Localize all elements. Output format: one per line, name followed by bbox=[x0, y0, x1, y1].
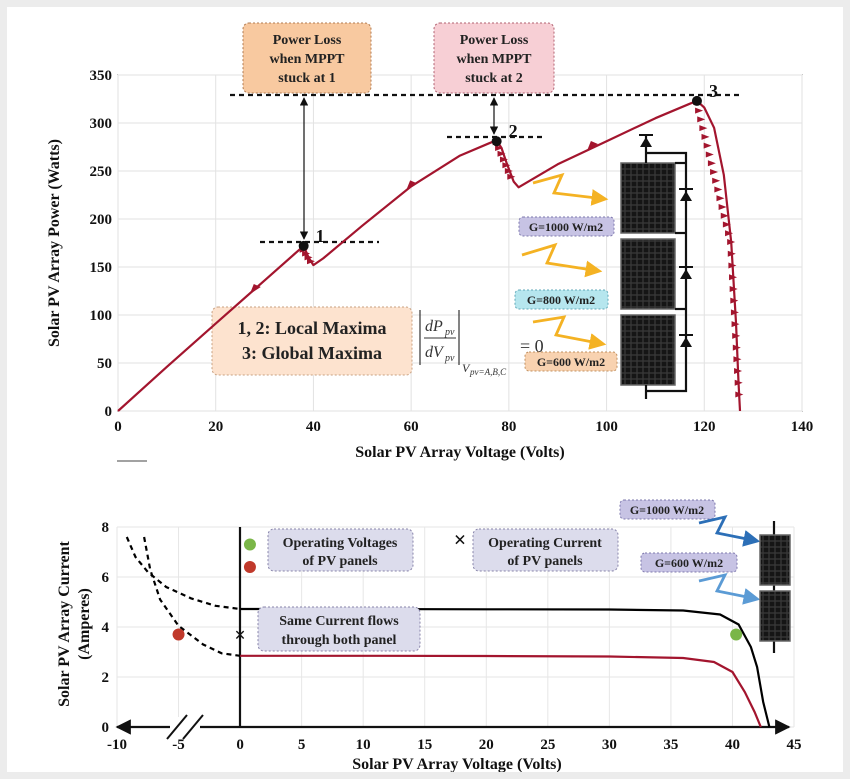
operating-current-callout: Operating Current of PV panels bbox=[473, 529, 618, 571]
top-x-tick-label: 80 bbox=[501, 419, 516, 435]
bottom-y-axis-label-line-2: (Amperes) bbox=[76, 588, 93, 660]
loss1-line-2: when MPPT bbox=[269, 52, 345, 67]
maxima-line-2: 3: Global Maxima bbox=[242, 343, 382, 363]
bottom-x-tick-label: 0 bbox=[236, 737, 244, 753]
bottom-y-tick-label: 0 bbox=[102, 720, 110, 736]
power-voltage-chart: 0 20 40 60 80 100 120 140050100150200250300350 … bbox=[46, 23, 813, 461]
irr-label-800: G=800 W/m2 bbox=[527, 293, 595, 307]
figure-canvas: 0 20 40 60 80 100 120 140050100150200250300350 … bbox=[7, 7, 843, 772]
operating-current-cross: × bbox=[234, 625, 245, 647]
op-current-line-1: Operating Current bbox=[488, 536, 602, 551]
operating-point-0 bbox=[244, 539, 256, 551]
op-current-legend-marker: × bbox=[454, 527, 467, 552]
bottom-pv-panel-2 bbox=[760, 591, 790, 641]
bottom-y-tick-label: 4 bbox=[102, 620, 110, 636]
top-y-tick-label: 50 bbox=[97, 356, 112, 372]
top-y-tick-label: 350 bbox=[90, 68, 113, 84]
eq-denominator: dV bbox=[425, 344, 445, 361]
current-voltage-chart: -10 -5 0 5 10 15 20 25 30 35 40 45 0 2 4 6 8 Solar PV Ar… bbox=[56, 500, 802, 772]
axis-break-gap bbox=[170, 717, 200, 737]
top-y-tick-label: 250 bbox=[90, 164, 113, 180]
operating-point-3 bbox=[730, 629, 742, 641]
bottom-pv-panel-1 bbox=[760, 535, 790, 585]
maximum-label-2: 2 bbox=[509, 121, 518, 141]
top-x-tick-label: 60 bbox=[404, 419, 419, 435]
maximum-point-2 bbox=[492, 136, 502, 146]
top-y-tick-label: 0 bbox=[105, 404, 113, 420]
loss1-line-1: Power Loss bbox=[273, 33, 342, 48]
maxima-line-1: 1, 2: Local Maxima bbox=[238, 318, 387, 338]
bottom-x-tick-label: 25 bbox=[540, 737, 555, 753]
eq-eval-sub: pv=A,B,C bbox=[469, 367, 507, 377]
maximum-point-3 bbox=[692, 96, 702, 106]
maximum-label-1: 1 bbox=[316, 226, 325, 246]
operating-point-1 bbox=[244, 561, 256, 573]
operating-voltage-callout: Operating Voltages of PV panels bbox=[268, 529, 413, 571]
bottom-x-tick-label: 35 bbox=[663, 737, 678, 753]
top-y-tick-label: 150 bbox=[90, 260, 113, 276]
bottom-x-tick-label: 30 bbox=[602, 737, 617, 753]
bottom-x-tick-label: 15 bbox=[417, 737, 432, 753]
irr-label-600: G=600 W/m2 bbox=[537, 355, 605, 369]
top-y-tick-label: 300 bbox=[90, 116, 113, 132]
bottom-y-tick-label: 8 bbox=[102, 520, 110, 536]
top-x-tick-label: 0 bbox=[114, 419, 122, 435]
bottom-x-tick-label: 40 bbox=[725, 737, 740, 753]
bottom-x-tick-label: 45 bbox=[787, 737, 802, 753]
maximum-point-1 bbox=[299, 241, 309, 251]
top-x-tick-label: 20 bbox=[208, 419, 223, 435]
top-x-tick-label: 40 bbox=[306, 419, 321, 435]
maxima-legend-box: 1, 2: Local Maxima 3: Global Maxima bbox=[212, 307, 412, 375]
operating-point-2 bbox=[173, 629, 185, 641]
eq-numerator-sub: pv bbox=[444, 327, 455, 338]
bottom-x-tick-label: 20 bbox=[479, 737, 494, 753]
bottom-y-tick-label: 6 bbox=[102, 570, 110, 586]
power-loss-callout-1: Power Loss when MPPT stuck at 1 bbox=[243, 23, 371, 93]
top-y-axis-label: Solar PV Array Power (Watts) bbox=[46, 139, 63, 347]
eq-denominator-sub: pv bbox=[444, 353, 455, 364]
loss2-line-3: stuck at 2 bbox=[465, 71, 523, 86]
bottom-x-tick-label: -10 bbox=[107, 737, 127, 753]
same-current-line-1: Same Current flows bbox=[279, 614, 399, 629]
top-x-tick-label: 140 bbox=[791, 419, 814, 435]
bottom-x-tick-label: -5 bbox=[172, 737, 185, 753]
loss2-line-2: when MPPT bbox=[456, 52, 532, 67]
bottom-irr-label-1000: G=1000 W/m2 bbox=[630, 503, 704, 517]
irr-label-1000: G=1000 W/m2 bbox=[529, 220, 603, 234]
op-voltage-line-2: of PV panels bbox=[302, 554, 378, 569]
bottom-x-tick-label: 10 bbox=[356, 737, 371, 753]
bottom-x-tick-label: 5 bbox=[298, 737, 306, 753]
op-current-line-2: of PV panels bbox=[507, 554, 583, 569]
top-y-tick-label: 100 bbox=[90, 308, 113, 324]
loss2-line-1: Power Loss bbox=[460, 33, 529, 48]
bottom-x-axis-label: Solar PV Array Voltage (Volts) bbox=[352, 756, 561, 772]
power-loss-callout-2: Power Loss when MPPT stuck at 2 bbox=[434, 23, 554, 93]
bottom-y-tick-label: 2 bbox=[102, 670, 110, 686]
bottom-irr-label-600: G=600 W/m2 bbox=[655, 556, 723, 570]
pv-panel-2 bbox=[621, 239, 675, 309]
maximum-label-3: 3 bbox=[709, 81, 718, 101]
top-x-tick-label: 120 bbox=[693, 419, 716, 435]
same-current-line-2: through both panel bbox=[282, 633, 397, 648]
eq-numerator: dP bbox=[425, 318, 443, 335]
pv-panel-1 bbox=[621, 163, 675, 233]
op-voltage-line-1: Operating Voltages bbox=[283, 536, 398, 551]
bottom-y-axis-label-line-1: Solar PV Array Current bbox=[56, 540, 73, 706]
loss1-line-3: stuck at 1 bbox=[278, 71, 336, 86]
same-current-callout: Same Current flows through both panel bbox=[258, 607, 420, 651]
top-y-tick-label: 200 bbox=[90, 212, 113, 228]
pv-panel-3 bbox=[621, 315, 675, 385]
top-x-tick-label: 100 bbox=[595, 419, 618, 435]
top-x-axis-label: Solar PV Array Voltage (Volts) bbox=[355, 444, 564, 461]
figure: 0 20 40 60 80 100 120 140 0 50 100 150 200 250 300 350 … bbox=[7, 7, 843, 772]
